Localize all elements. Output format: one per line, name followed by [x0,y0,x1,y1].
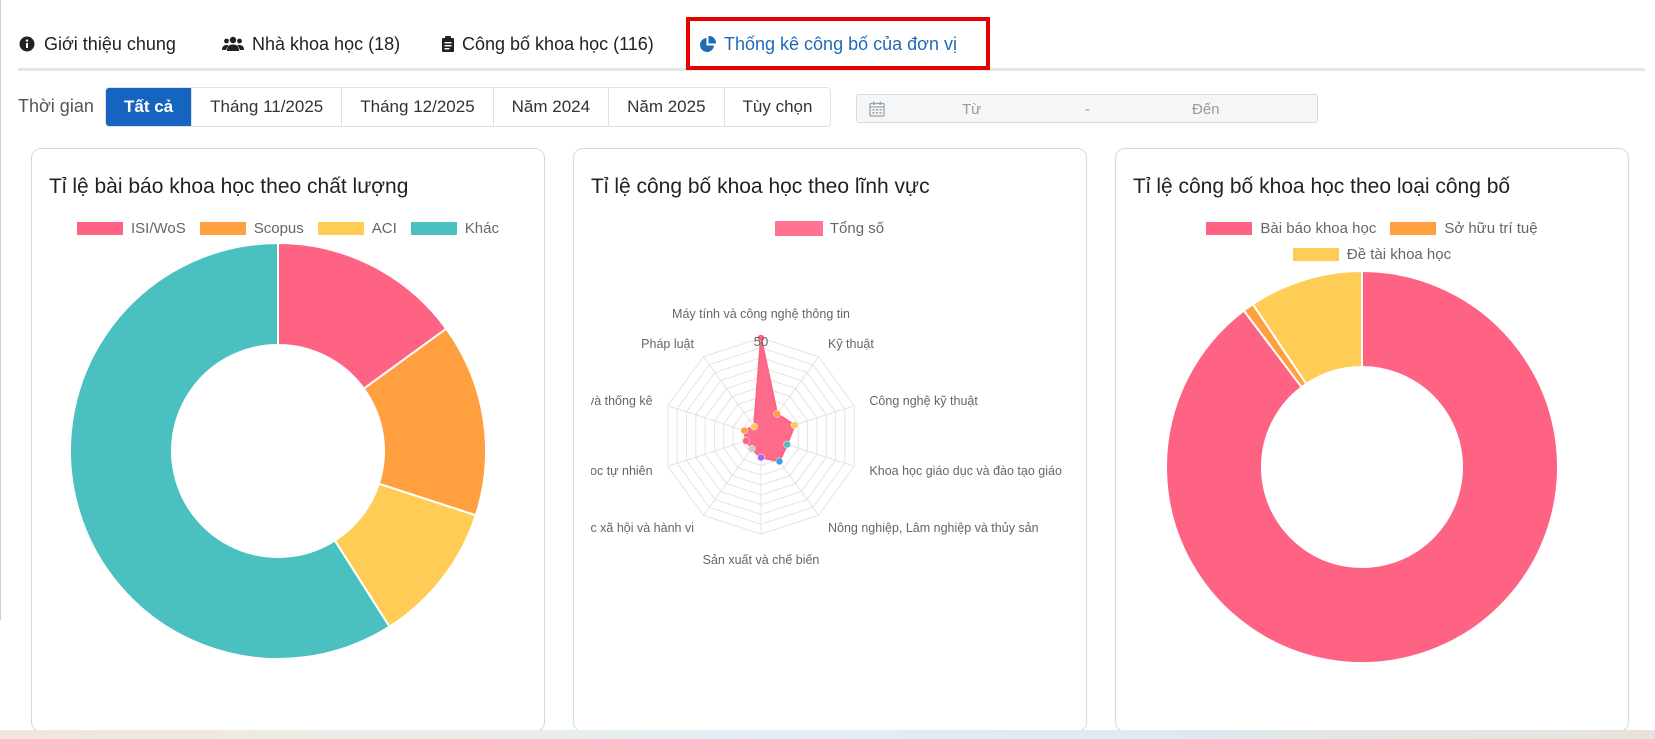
type-doughnut-chart [1165,271,1559,664]
quality-doughnut-chart [69,244,487,660]
calendar-icon [869,101,885,122]
tab-label: Công bố khoa học (116) [462,33,654,54]
type-slice-0[interactable] [1165,271,1559,664]
tab-scientists[interactable]: Nhà khoa học (18) [222,32,400,56]
filter-year-2025-button[interactable]: Năm 2025 [609,88,725,126]
radar-category-label-5: Sản xuất và chế biến [703,553,820,567]
legend-item-aci[interactable]: ACI [317,220,397,237]
radar-category-label-0: Máy tính và công nghệ thông tin [672,307,850,321]
quality-slice-0[interactable] [277,244,448,391]
tab-label: Nhà khoa học (18) [252,33,401,54]
tab-label: Thống kê công bố của đơn vị [724,33,957,54]
tab-label: Giới thiệu chung [44,33,176,54]
legend-item-article[interactable]: Bài báo khoa học [1206,220,1376,237]
active-tab-highlight [686,17,990,70]
legend-item-ip[interactable]: Sở hữu trí tuệ [1390,220,1538,237]
field-radar-chart: 50 Máy tính và công nghệ thông tin Kỹ thuậ… [591,307,1062,567]
tab-general-info[interactable]: Giới thiệu chung [18,32,176,56]
radar-point-2[interactable] [790,421,799,429]
radar-category-label-6: oc xã hội và hành vi [591,521,694,535]
legend-item-isi[interactable]: ISI/WoS [76,220,186,237]
radar-spoke [702,356,762,437]
chart-legend: ISI/WoS Scopus ACI Khác [32,220,544,246]
filter-nov-2025-button[interactable]: Tháng 11/2025 [192,88,343,126]
radar-point-6[interactable] [748,444,756,453]
users-icon [222,35,244,53]
radar-point-5[interactable] [757,453,765,462]
chart-card-field: Tỉ lệ công bố khoa học theo lĩnh vực Tổn… [573,148,1087,732]
clipboard-icon [442,35,454,53]
radar-point-3[interactable] [783,440,791,449]
chart-legend: Bài báo khoa học Sở hữu trí tuệ Đề tài k… [1116,220,1628,272]
legend-item-scopus[interactable]: Scopus [199,220,304,237]
radar-category-label-7: oc tự nhiên [591,464,653,478]
chart-card-type: Tỉ lệ công bố khoa học theo loại công bố… [1115,148,1629,732]
filter-custom-button[interactable]: Tùy chọn [724,88,831,126]
legend-item-other[interactable]: Khác [410,220,499,237]
chart-title: Tỉ lệ công bố khoa học theo loại công bố [1133,175,1511,198]
tab-publications[interactable]: Công bố khoa học (116) [442,32,654,56]
filter-year-2024-button[interactable]: Năm 2024 [493,88,610,126]
legend-item-total[interactable]: Tổng số [774,220,884,237]
time-filter-buttons: Tất cả Tháng 11/2025 Tháng 12/2025 Năm 2… [105,87,832,127]
chart-title: Tỉ lệ bài báo khoa học theo chất lượng [49,175,409,198]
quality-slice-3[interactable] [69,244,391,660]
radar-point-9[interactable] [750,422,758,431]
quality-slice-1[interactable] [362,327,487,517]
radar-tick-label: 50 [754,334,768,349]
radar-point-1[interactable] [773,410,781,418]
date-range-picker[interactable]: Từ - Đến [856,94,1318,123]
radar-point-7[interactable] [742,437,750,445]
pie-chart-icon [698,35,716,53]
radar-category-label-8: và thống kê [591,394,653,408]
radar-category-label-9: Pháp luật [641,337,694,351]
left-border [0,0,1,620]
time-filter-label: Thời gian [18,96,94,116]
chart-card-quality: Tỉ lệ bài báo khoa học theo chất lượng I… [31,148,545,732]
radar-category-label-2: Công nghệ kỹ thuật [869,394,978,408]
radar-point-0[interactable] [757,334,765,342]
tab-unit-statistics[interactable]: Thống kê công bố của đơn vị [698,32,957,56]
type-slice-2[interactable] [1251,271,1363,386]
date-from-input[interactable]: Từ [962,101,982,118]
radar-category-label-1: Kỹ thuật [828,337,874,351]
radar-point-4[interactable] [775,457,784,466]
chart-title: Tỉ lệ công bố khoa học theo lĩnh vực [591,175,930,198]
chart-legend: Tổng số [574,220,1086,246]
legend-item-project[interactable]: Đề tài khoa học [1292,246,1451,263]
filter-all-button[interactable]: Tất cả [106,88,193,126]
info-circle-icon [18,35,36,53]
radar-category-label-4: Nông nghiệp, Lâm nghiệp và thủy sản [828,521,1039,535]
date-separator: - [1085,101,1090,118]
filter-dec-2025-button[interactable]: Tháng 12/2025 [342,88,494,126]
radar-point-8[interactable] [740,426,748,435]
radar-category-label-3: Khoa học giáo dục và đào tạo giáo [869,464,1062,478]
date-to-input[interactable]: Đến [1192,101,1220,118]
taskbar-strip [0,730,1655,739]
